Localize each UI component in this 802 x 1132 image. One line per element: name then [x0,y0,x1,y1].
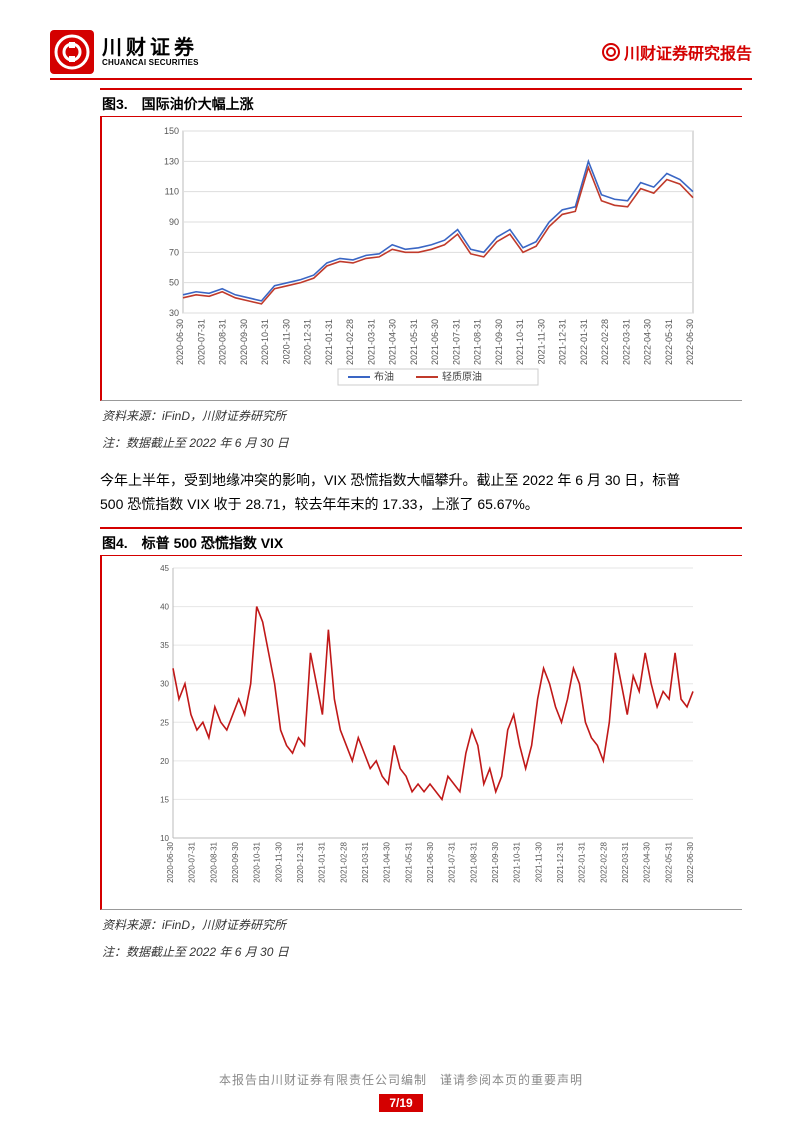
figure3-source: 资料来源：iFinD，川财证券研究所 [100,401,742,424]
svg-text:2022-04-30: 2022-04-30 [643,319,653,365]
svg-text:25: 25 [160,718,169,727]
svg-text:45: 45 [160,564,169,573]
svg-text:2022-01-31: 2022-01-31 [579,319,589,365]
svg-text:2021-12-31: 2021-12-31 [556,841,565,882]
figure3-title: 图3. 国际油价大幅上涨 [100,88,742,116]
svg-text:2022-06-30: 2022-06-30 [685,319,695,365]
svg-text:2021-05-31: 2021-05-31 [409,319,419,365]
svg-text:2021-06-30: 2021-06-30 [426,841,435,882]
figure4-chart-wrap: 10 15 20 25 30 35 40 45 2020-06-30 2020-07-31 2020… [100,555,742,910]
figure3-chart-wrap: 30 50 70 90 110 130 150 2020-06-30 2020-07-31 202… [100,116,742,401]
figure3-block: 图3. 国际油价大幅上涨 30 50 70 90 110 130 150 2020-06-30… [100,88,742,463]
page-footer: 本报告由川财证券有限责任公司编制 谨请参阅本页的重要声明 7/19 [0,1071,802,1112]
brand-en-name: CHUANCAI SECURITIES [102,59,199,68]
svg-text:2020-10-31: 2020-10-31 [253,841,262,882]
svg-text:2021-10-31: 2021-10-31 [513,841,522,882]
svg-text:150: 150 [164,126,179,136]
svg-text:2021-08-31: 2021-08-31 [469,841,478,882]
svg-text:2020-07-31: 2020-07-31 [196,319,206,365]
svg-text:2020-06-30: 2020-06-30 [166,841,175,882]
svg-text:2020-11-30: 2020-11-30 [274,841,283,882]
svg-text:35: 35 [160,641,169,650]
svg-text:2022-06-30: 2022-06-30 [686,841,695,882]
brand-logo: 川财证券 CHUANCAI SECURITIES [50,30,199,74]
footer-disclaimer: 本报告由川财证券有限责任公司编制 谨请参阅本页的重要声明 [0,1071,802,1088]
svg-text:2022-04-30: 2022-04-30 [643,841,652,882]
figure3-note: 注：数据截止至 2022 年 6 月 30 日 [100,424,742,463]
svg-text:2020-07-31: 2020-07-31 [188,841,197,882]
body-paragraph: 今年上半年，受到地缘冲突的影响，VIX 恐慌指数大幅攀升。截止至 2022 年 … [100,469,702,517]
svg-text:2021-03-31: 2021-03-31 [361,841,370,882]
header-divider [50,78,752,80]
svg-text:2022-03-31: 2022-03-31 [621,841,630,882]
svg-text:2020-12-31: 2020-12-31 [296,841,305,882]
svg-text:10: 10 [160,834,169,843]
logo-mark-icon [50,30,94,74]
svg-text:70: 70 [169,247,179,257]
report-label-text: 川财证券研究报告 [624,40,752,64]
svg-text:2021-10-31: 2021-10-31 [515,319,525,365]
svg-text:2020-09-30: 2020-09-30 [239,319,249,365]
svg-text:20: 20 [160,756,169,765]
svg-text:2020-12-31: 2020-12-31 [303,319,313,365]
svg-text:2021-06-30: 2021-06-30 [430,319,440,365]
header-report-label: 川财证券研究报告 [602,40,752,64]
svg-text:2021-12-31: 2021-12-31 [558,319,568,365]
svg-text:2022-02-28: 2022-02-28 [599,841,608,882]
svg-text:2022-05-31: 2022-05-31 [664,319,674,365]
svg-text:2021-01-31: 2021-01-31 [318,841,327,882]
svg-text:2021-02-28: 2021-02-28 [345,319,355,365]
svg-text:2021-07-31: 2021-07-31 [448,841,457,882]
figure4-title: 图4. 标普 500 恐慌指数 VIX [100,527,742,555]
svg-text:90: 90 [169,217,179,227]
svg-text:40: 40 [160,602,169,611]
svg-text:2020-10-31: 2020-10-31 [260,319,270,365]
figure4-note: 注：数据截止至 2022 年 6 月 30 日 [100,933,742,972]
svg-text:30: 30 [169,308,179,318]
svg-text:2021-01-31: 2021-01-31 [324,319,334,365]
figure4-block: 图4. 标普 500 恐慌指数 VIX 10 15 20 25 30 35 40 45 2020… [100,527,742,972]
svg-text:2021-04-30: 2021-04-30 [388,319,398,365]
svg-text:2022-03-31: 2022-03-31 [621,319,631,365]
svg-text:2020-09-30: 2020-09-30 [231,841,240,882]
svg-text:2021-11-30: 2021-11-30 [536,319,546,364]
svg-text:2021-04-30: 2021-04-30 [383,841,392,882]
svg-text:2021-11-30: 2021-11-30 [534,841,543,882]
svg-text:2020-06-30: 2020-06-30 [175,319,185,365]
svg-text:布油: 布油 [374,370,394,383]
svg-text:2022-01-31: 2022-01-31 [578,841,587,882]
figure3-chart: 30 50 70 90 110 130 150 2020-06-30 2020-07-31 202… [110,123,736,393]
svg-text:2021-02-28: 2021-02-28 [339,841,348,882]
figure4-source: 资料来源：iFinD，川财证券研究所 [100,910,742,933]
svg-text:2021-07-31: 2021-07-31 [451,319,461,365]
svg-text:2020-11-30: 2020-11-30 [281,319,291,364]
svg-text:2021-08-31: 2021-08-31 [473,319,483,365]
svg-text:30: 30 [160,679,169,688]
svg-text:130: 130 [164,156,179,166]
svg-text:2022-02-28: 2022-02-28 [600,319,610,365]
brand-cn-name: 川财证券 [102,37,199,59]
logo-small-icon [602,43,620,61]
figure4-chart: 10 15 20 25 30 35 40 45 2020-06-30 2020-07-31 2020… [110,562,736,902]
svg-text:50: 50 [169,278,179,288]
svg-text:15: 15 [160,795,169,804]
svg-text:2021-03-31: 2021-03-31 [366,319,376,365]
page-number-badge: 7/19 [379,1094,422,1112]
svg-text:2021-05-31: 2021-05-31 [404,841,413,882]
svg-text:110: 110 [165,187,179,197]
svg-text:2021-09-30: 2021-09-30 [491,841,500,882]
svg-text:轻质原油: 轻质原油 [442,370,482,383]
svg-text:2021-09-30: 2021-09-30 [494,319,504,365]
svg-text:2020-08-31: 2020-08-31 [209,841,218,882]
page-header: 川财证券 CHUANCAI SECURITIES 川财证券研究报告 [50,30,752,74]
svg-text:2022-05-31: 2022-05-31 [664,841,673,882]
svg-text:2020-08-31: 2020-08-31 [218,319,228,365]
